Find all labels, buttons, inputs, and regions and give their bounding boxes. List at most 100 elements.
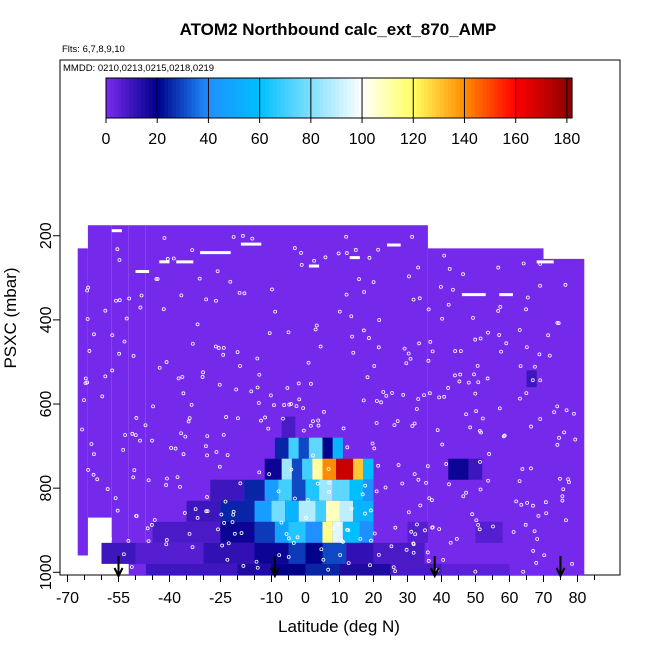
sample-dot [189,402,194,407]
sample-dot [117,298,122,303]
colorbar-segment [203,78,208,118]
colorbar-segment [436,78,441,118]
colorbar-segment [164,78,169,118]
sample-dot [379,400,383,405]
sample-dot [220,543,225,548]
sample-dot [442,253,447,258]
sample-dot [314,470,319,474]
sample-dot [85,288,90,293]
colorbar-segment [439,78,445,118]
colorbar-segment [288,78,293,118]
sample-dot [164,542,169,547]
surface-arrow-head [113,567,124,579]
colorbar-tick-label: 160 [502,131,529,148]
colorbar-segment [540,78,546,118]
colorbar-segment [521,78,526,118]
coverage-cell [509,248,544,575]
colorbar-segment [168,78,173,118]
sample-dot [82,398,86,403]
sample-dot [418,503,423,508]
sample-dot [402,346,407,351]
sample-dot [344,292,349,297]
colorbar-segment [226,78,231,118]
heatmap-cell [390,563,442,575]
colorbar-segment [339,78,344,118]
sample-dot [417,341,421,346]
heatmap-cell [325,500,340,522]
heatmap-cell [264,479,279,501]
sample-dot [100,394,105,399]
heatmap-cell [353,500,374,522]
sample-dot [475,363,480,368]
sample-dot [521,569,526,574]
heatmap-cell [322,458,337,480]
sample-dot [410,234,415,239]
sample-dot [150,523,154,527]
sample-dot [110,368,115,373]
colorbar-segment [412,78,418,118]
sample-dot [327,480,332,485]
sample-dot [286,330,291,335]
sample-dot [572,411,576,416]
coverage-cell [128,225,146,575]
sample-dot [150,438,154,443]
heatmap-cell [271,500,286,522]
colorbar: 0 20 40 60 80 100 120 140 160 180 [102,77,580,148]
sample-dot [228,279,233,284]
sample-dot [393,525,398,530]
sample-dot [479,430,483,435]
colorbar-segment [366,78,371,118]
colorbar-segment [152,78,158,118]
heatmap-cell [288,437,299,459]
sample-dot [464,490,469,495]
sample-dot [122,339,127,344]
heatmap-cell [254,542,289,564]
colorbar-segment [230,78,235,118]
sample-dot [417,296,422,301]
sample-dot [440,316,445,321]
sample-dot [92,527,96,531]
sample-dot [376,345,381,350]
colorbar-segment [272,78,278,118]
sample-dot [389,544,394,549]
sample-dot [476,523,480,527]
sample-dot [205,495,209,499]
sample-dot [204,297,209,302]
sample-dot [395,419,400,424]
colorbar-segment [451,78,457,118]
sample-dot [323,255,328,260]
colorbar-segment [292,78,297,118]
sample-dot [296,381,301,386]
heatmap-cell [322,521,333,543]
sample-dot [182,511,187,515]
sample-dot [237,291,242,295]
sample-dot [472,372,476,377]
y-axis: 200 400 600 800 1000 [38,222,60,590]
heatmap-cell [274,521,289,543]
sample-dot [478,487,483,492]
heatmap-cell [288,542,306,564]
sample-dot [234,387,239,392]
sample-dot [461,272,465,277]
sample-dot [437,527,442,532]
sample-dot [95,477,100,482]
sample-dot [308,423,313,428]
sample-dot [412,472,417,477]
x-tick-label: 10 [331,590,349,607]
sample-dot [341,539,345,544]
colorbar-segment [106,78,111,118]
colorbar-segment [408,78,414,118]
sample-dot [360,492,365,497]
heatmap-cell [346,542,374,564]
sample-dot [428,340,433,344]
sample-dot [447,482,451,487]
sample-dot [480,416,485,421]
colorbar-segment [447,78,453,118]
sample-dot [464,412,469,417]
sample-dot [336,251,341,256]
colorbar-segment [121,78,127,118]
sample-dot [292,246,297,250]
sample-dot [331,526,336,531]
sample-dot [454,536,459,541]
